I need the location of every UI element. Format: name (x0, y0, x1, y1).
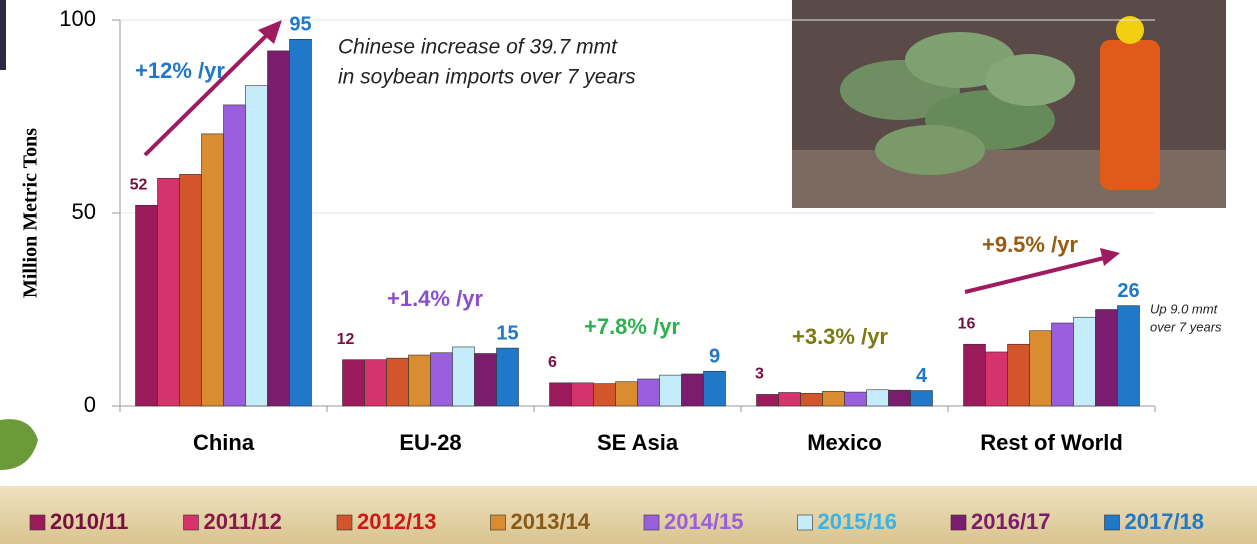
legend-label: 2017/18 (1125, 509, 1205, 534)
legend-label: 2010/11 (50, 509, 128, 534)
bar (386, 357, 409, 407)
bar (179, 174, 202, 407)
bar (985, 351, 1008, 407)
bar (637, 378, 660, 407)
annotation: Chinese increase of 39.7 mmt (338, 36, 618, 59)
x-tick-label: Rest of World (980, 430, 1123, 455)
leaf (0, 419, 38, 470)
arrow (143, 28, 274, 157)
data-label: 26 (1117, 280, 1139, 302)
legend-swatch (29, 514, 46, 531)
bar (844, 391, 867, 407)
bar (267, 50, 290, 407)
bar (549, 382, 572, 407)
y-tick-label: 100 (59, 6, 96, 31)
bar (800, 392, 823, 407)
bar (1117, 305, 1140, 407)
legend-label: 2011/12 (204, 509, 282, 534)
legend-swatch (336, 514, 353, 531)
y-axis-label: Million Metric Tons (20, 128, 42, 298)
bar (822, 391, 845, 407)
y-tick-label: 0 (84, 392, 96, 417)
bar (245, 85, 268, 407)
bar (963, 343, 986, 407)
bar (593, 383, 616, 407)
bar (364, 359, 387, 407)
bar (430, 352, 453, 407)
x-tick-label: SE Asia (597, 430, 679, 455)
legend-label: 2014/15 (664, 509, 744, 534)
bar (1073, 316, 1096, 407)
bar (681, 373, 704, 407)
legend-swatch (1104, 514, 1120, 531)
annotation: +9.5% /yr (982, 232, 1078, 257)
corner-mark (0, 0, 6, 70)
legend-swatch (950, 514, 967, 531)
legend-label: 2013/14 (511, 509, 591, 534)
bar (659, 374, 682, 407)
legend-swatch (490, 514, 506, 531)
arrow-head (1100, 248, 1120, 266)
annotation: over 7 years (1150, 319, 1222, 334)
annotation: +1.4% /yr (387, 286, 483, 311)
bar (778, 392, 801, 407)
legend-swatch (183, 514, 199, 531)
annotation: +3.3% /yr (792, 324, 888, 349)
bar (615, 381, 638, 407)
data-label: 15 (496, 322, 518, 344)
bar (571, 382, 594, 407)
bar (1029, 330, 1052, 407)
bar (342, 359, 365, 407)
bar (223, 104, 246, 407)
bar (135, 204, 158, 407)
data-label: 6 (548, 354, 557, 371)
data-label: 95 (289, 14, 311, 36)
bar (157, 177, 180, 407)
bar (888, 389, 911, 407)
bar (408, 354, 431, 407)
data-label: 52 (130, 176, 148, 193)
bar (1095, 309, 1118, 407)
data-label: 9 (709, 346, 720, 368)
bar (1051, 322, 1074, 407)
bar (474, 353, 497, 407)
x-tick-label: China (193, 430, 255, 455)
arrow-head (258, 20, 282, 44)
data-label: 12 (337, 331, 355, 348)
photo (792, 0, 1226, 208)
annotation: +7.8% /yr (584, 314, 680, 339)
bar (289, 38, 312, 407)
x-tick-label: Mexico (807, 430, 882, 455)
bar (756, 394, 779, 407)
legend-label: 2016/17 (971, 509, 1051, 534)
legend-label: 2012/13 (357, 509, 437, 534)
bar (703, 370, 726, 407)
bar (866, 389, 889, 407)
arrow (964, 255, 1109, 294)
legend-label: 2015/16 (818, 509, 898, 534)
bar (910, 390, 933, 407)
annotation: in soybean imports over 7 years (338, 66, 636, 89)
bar (452, 346, 475, 407)
legend-swatch (797, 514, 813, 531)
bar (201, 133, 224, 407)
data-label: 3 (755, 366, 764, 383)
legend-background (0, 486, 1257, 544)
annotation: +12% /yr (135, 58, 225, 83)
x-tick-label: EU-28 (399, 430, 461, 455)
legend-swatch (643, 514, 660, 531)
annotation: Up 9.0 mmt (1150, 301, 1219, 316)
bar (496, 347, 519, 407)
data-label: 16 (958, 315, 976, 332)
y-tick-label: 50 (72, 199, 96, 224)
bar (1007, 343, 1030, 407)
data-label: 4 (916, 365, 928, 387)
